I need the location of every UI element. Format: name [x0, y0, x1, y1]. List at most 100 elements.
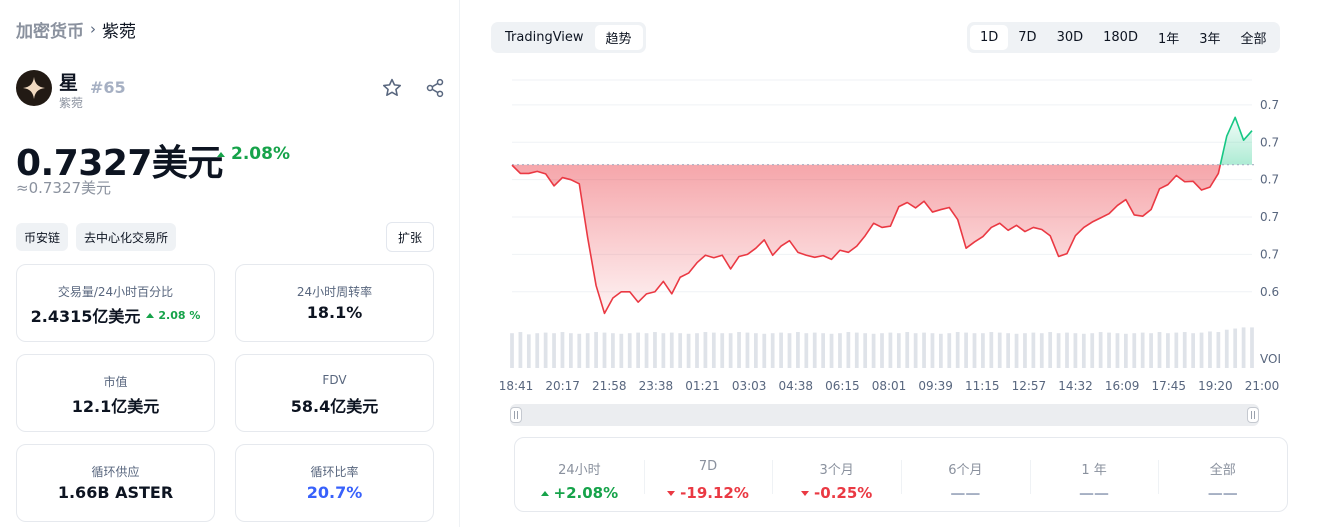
volume-bar — [997, 332, 1002, 368]
chart-range-scroller[interactable] — [510, 404, 1259, 426]
y-tick-label: 0.711 — [1260, 210, 1280, 224]
caret-up-icon — [146, 312, 155, 318]
stat-value: 1.66B ASTER — [57, 483, 174, 502]
volume-bar — [1191, 333, 1196, 368]
tag-dex[interactable]: 去中心化交易所 — [76, 223, 177, 251]
perf-label: 1 年 — [1081, 463, 1107, 478]
x-tick-label: 18:41 — [499, 379, 534, 393]
volume-bar — [1123, 333, 1128, 368]
share-button[interactable] — [422, 75, 448, 101]
x-tick-label: 14:32 — [1058, 379, 1093, 393]
volume-axis-label: VOL — [1260, 352, 1280, 366]
volume-bar — [653, 332, 657, 368]
volume-bar — [619, 333, 624, 368]
perf-label: 24小时 — [558, 463, 601, 478]
volume-bar — [1132, 333, 1137, 368]
volume-bar — [1107, 332, 1111, 368]
volume-bar — [762, 333, 767, 368]
performance-summary: 24小时 +2.08% 7D -19.12% 3个月 -0.25% 6个月 ——… — [514, 437, 1288, 512]
range-3y[interactable]: 3年 — [1199, 32, 1221, 47]
range-30d[interactable]: 30D — [1056, 30, 1084, 45]
volume-bar — [577, 333, 582, 368]
volume-bar — [838, 333, 842, 368]
volume-bar — [695, 333, 699, 368]
stat-label: 循环供应 — [91, 465, 140, 479]
volume-bar — [1166, 333, 1170, 368]
stat-value: 12.1亿美元 — [71, 397, 160, 416]
perf-all: 全部 —— — [1158, 438, 1287, 511]
x-tick-label: 23:38 — [639, 379, 674, 393]
tag-bnb-chain[interactable]: 币安链 — [16, 223, 69, 251]
range-all[interactable]: 全部 — [1240, 32, 1267, 47]
price-chart-svg[interactable]: 0.738 0.729 0.72 0.711 0.702 0.693 VOL 18:41 20:… — [490, 70, 1294, 400]
breadcrumb-current: 紫菀 — [102, 21, 136, 42]
price-area-below-reference — [512, 164, 1221, 314]
volume-bar — [947, 333, 952, 368]
volume-bar — [854, 332, 859, 368]
price-area-above-reference — [1220, 117, 1252, 165]
volume-bar — [922, 332, 926, 368]
approx-price: ≈0.7327美元 — [16, 179, 112, 197]
volume-bar — [594, 332, 598, 368]
volume-bar — [644, 333, 649, 368]
star-icon — [382, 78, 402, 97]
x-tick-label: 20:17 — [545, 379, 580, 393]
volume-bar — [627, 333, 632, 368]
volume-bar — [526, 334, 531, 368]
stat-card-volume: 交易量/24小时百分比 2.4315亿美元 2.08 % — [16, 264, 215, 342]
stat-change-value: 2.08 % — [158, 308, 201, 322]
perf-value-text: -0.25% — [814, 484, 873, 502]
volume-bar — [518, 332, 523, 368]
perf-value: -19.12% — [644, 484, 773, 502]
volume-bar — [846, 332, 851, 368]
y-tick-label: 0.738 — [1260, 98, 1280, 112]
perf-value-text: +2.08% — [553, 484, 619, 502]
breadcrumb-separator-icon: › — [90, 20, 96, 38]
share-icon — [426, 78, 444, 98]
volume-bar — [560, 332, 565, 368]
x-tick-label: 11:15 — [965, 379, 1000, 393]
volume-bar — [787, 333, 792, 368]
volume-bar — [1182, 332, 1187, 368]
price-chart[interactable]: 0.738 0.729 0.72 0.711 0.702 0.693 VOL 18:41 20:… — [490, 70, 1294, 400]
range-7d[interactable]: 7D — [1018, 30, 1037, 45]
perf-1y: 1 年 —— — [1029, 438, 1159, 511]
volume-bar — [1090, 333, 1095, 368]
aster-star-logo-icon — [16, 70, 52, 106]
range-1y[interactable]: 1年 — [1157, 32, 1180, 47]
stat-card-turnover: 24小时周转率 18.1% — [235, 264, 434, 342]
volume-bar — [871, 333, 876, 368]
price-change-value: 2.08% — [231, 144, 290, 164]
volume-bar — [1216, 332, 1221, 368]
volume-bar — [930, 333, 935, 368]
x-tick-label: 21:00 — [1245, 379, 1280, 393]
breadcrumb-root-link[interactable]: 加密货币 — [16, 21, 84, 42]
x-tick-label: 16:09 — [1105, 379, 1140, 393]
perf-3m: 3个月 -0.25% — [772, 438, 901, 511]
volume-bar — [1208, 331, 1212, 368]
volume-bar — [779, 332, 783, 368]
volume-bar — [1056, 333, 1061, 368]
volume-bar — [686, 333, 691, 368]
price-change-24h: 2.08% — [217, 144, 290, 164]
x-tick-label: 01:21 — [685, 379, 720, 393]
tab-tradingview[interactable]: TradingView — [505, 30, 584, 45]
volume-bar — [703, 332, 708, 368]
perf-value: —— — [1079, 484, 1110, 502]
coin-subname: 紫菀 — [59, 96, 84, 110]
scroller-left-handle[interactable] — [510, 407, 522, 423]
range-1d[interactable]: 1D — [970, 25, 1009, 50]
volume-bar — [720, 333, 725, 368]
scroller-right-handle[interactable] — [1247, 407, 1259, 423]
volume-bar — [1031, 332, 1036, 368]
expand-button[interactable]: 扩张 — [386, 222, 434, 252]
range-180d[interactable]: 180D — [1103, 30, 1138, 45]
x-tick-label: 21:58 — [592, 379, 627, 393]
price-line-down — [511, 164, 1222, 315]
volume-bar — [661, 333, 666, 368]
tab-trend[interactable]: 趋势 — [594, 25, 643, 50]
stat-label: 交易量/24小时百分比 — [57, 285, 174, 299]
volume-bar — [552, 333, 556, 368]
volume-bar — [535, 333, 540, 368]
watchlist-star-button[interactable] — [379, 75, 405, 101]
